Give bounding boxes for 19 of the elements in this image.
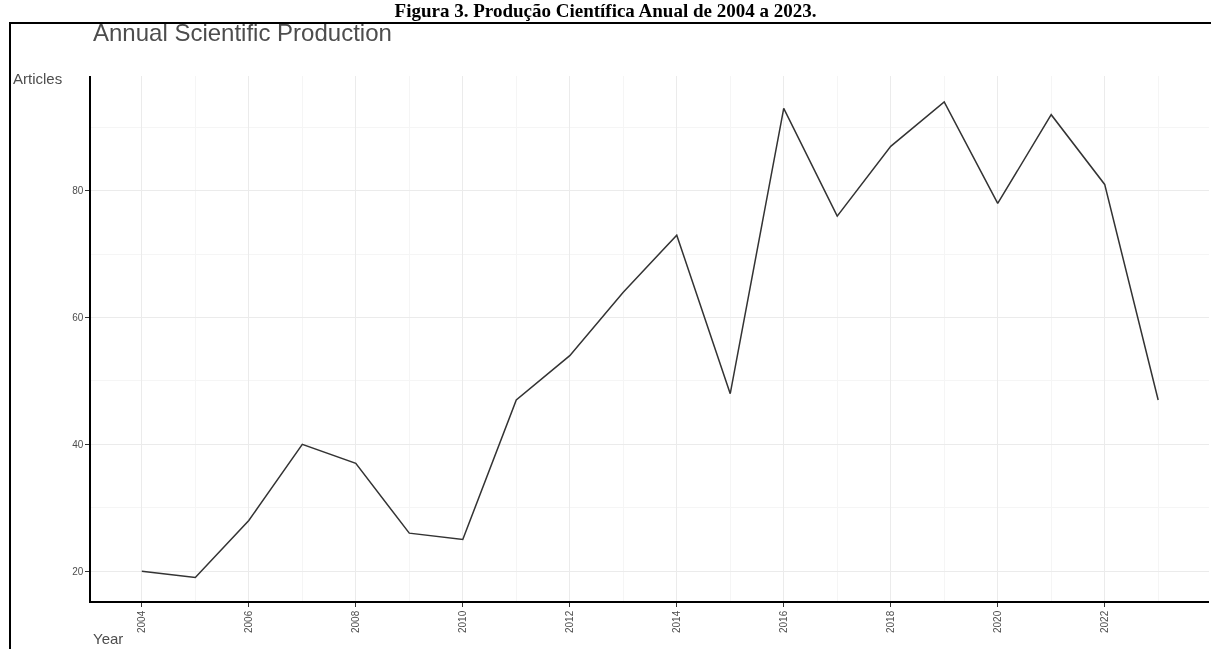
chart-subtitle: Annual Scientific Production (93, 19, 392, 46)
x-tick-label: 2022 (1098, 610, 1110, 633)
y-tick-label: 40 (72, 438, 84, 450)
x-tick-label: 2016 (777, 610, 789, 633)
chart-title: Figura 3. Produção Científica Anual de 2004 a 2023. (394, 0, 817, 21)
y-tick-label: 20 (72, 565, 84, 577)
x-tick-label: 2004 (136, 610, 148, 633)
x-tick-label: 2012 (564, 610, 576, 633)
x-axis-title: Year (93, 630, 124, 647)
x-tick-label: 2006 (243, 610, 255, 633)
y-tick-label: 60 (72, 312, 84, 324)
x-tick-label: 2008 (350, 610, 362, 633)
x-tick-label: 2018 (884, 610, 896, 633)
y-tick-label: 80 (72, 185, 84, 197)
x-tick-label: 2020 (991, 610, 1003, 633)
x-tick-label: 2014 (671, 610, 682, 633)
y-axis-title: Articles (13, 70, 63, 87)
line-series (141, 101, 1159, 579)
x-tick-label: 2010 (457, 610, 469, 633)
